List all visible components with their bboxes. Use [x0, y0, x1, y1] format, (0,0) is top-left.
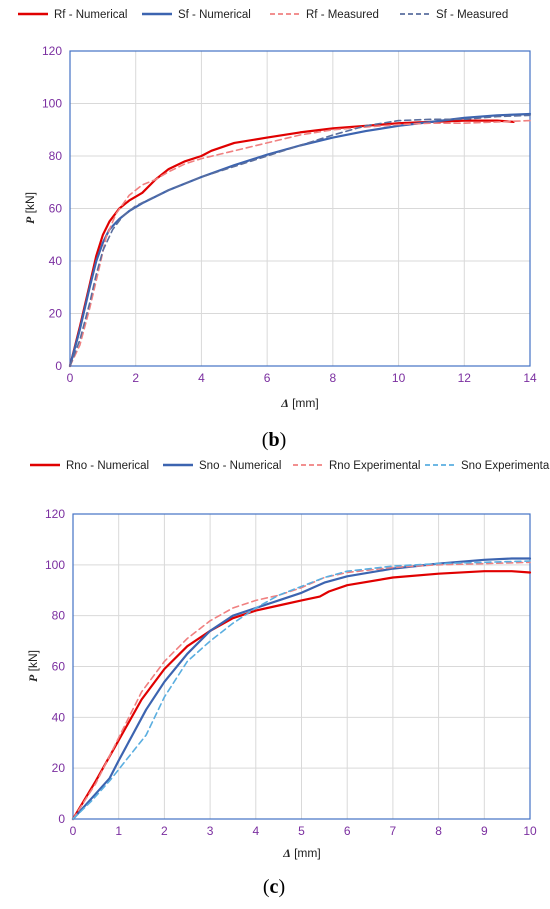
- y-axis-label-c: P [kN]: [26, 650, 40, 682]
- x-tick-label: 2: [161, 824, 168, 838]
- series-line-rno-numerical: [71, 570, 532, 821]
- y-axis-symbol-b: P: [23, 216, 37, 224]
- y-axis-unit-c: [kN]: [26, 650, 40, 675]
- y-tick-label: 80: [52, 609, 66, 623]
- panel-label-letter-c: c: [270, 876, 279, 898]
- legend-label: Rf - Measured: [306, 9, 379, 21]
- legend-item-sf-numerical: Sf - Numerical: [142, 9, 251, 21]
- x-axis-label-c: Δ [mm]: [282, 846, 321, 860]
- x-tick-labels-c: 0 1 2 3 4 5 6 7 8 9 10: [70, 824, 537, 838]
- x-tick-label: 4: [252, 824, 259, 838]
- y-tick-label: 80: [49, 149, 63, 163]
- series-c: [71, 557, 532, 821]
- x-tick-label: 12: [458, 371, 472, 385]
- series-line-rf-measured: [69, 119, 531, 367]
- x-tick-label: 14: [523, 371, 537, 385]
- legend-label: Rf - Numerical: [54, 9, 127, 21]
- chart-c: Rno - Numerical Sno - Numerical Rno Experi…: [26, 460, 550, 898]
- legend-b: Rf - Numerical Sf - Numerical Rf - Measure…: [18, 9, 508, 21]
- series-line-rf-numerical: [68, 119, 515, 368]
- x-axis-symbol-b: Δ: [280, 396, 289, 410]
- series-b: [68, 112, 532, 368]
- x-tick-label: 9: [481, 824, 488, 838]
- panel-label-close-b: ): [280, 429, 287, 451]
- plot-frame-c: [72, 513, 531, 820]
- x-tick-label: 5: [298, 824, 305, 838]
- x-axis-symbol-c: Δ: [282, 846, 291, 860]
- y-tick-label: 0: [58, 812, 65, 826]
- y-tick-label: 60: [49, 202, 63, 216]
- legend-item-rf-numerical: Rf - Numerical: [18, 9, 127, 21]
- x-tick-label: 2: [132, 371, 139, 385]
- legend-label: Sf - Measured: [436, 9, 508, 21]
- legend-item-sno-experimental: Sno Experimental: [425, 460, 550, 472]
- legend-label: Rno Experimental: [329, 460, 420, 472]
- y-tick-label: 100: [45, 558, 65, 572]
- y-tick-label: 100: [42, 97, 62, 111]
- y-tick-label: 40: [52, 710, 66, 724]
- y-tick-label: 60: [52, 660, 66, 674]
- panel-label-c: (c): [263, 876, 285, 898]
- y-tick-label: 40: [49, 254, 63, 268]
- x-tick-label: 8: [435, 824, 442, 838]
- y-tick-labels-b: 0 20 40 60 80 100 120: [42, 44, 62, 373]
- x-tick-label: 0: [70, 824, 77, 838]
- x-axis-unit-c: [mm]: [291, 846, 321, 860]
- panel-label-open-c: (: [263, 876, 270, 898]
- x-tick-label: 10: [392, 371, 406, 385]
- legend-c: Rno - Numerical Sno - Numerical Rno Experi…: [30, 460, 550, 472]
- x-tick-label: 8: [330, 371, 337, 385]
- legend-label: Sno - Numerical: [199, 460, 281, 472]
- plot-frame-b: [69, 50, 531, 367]
- legend-item-rno-numerical: Rno - Numerical: [30, 460, 149, 472]
- legend-label: Sf - Numerical: [178, 9, 251, 21]
- panel-label-b: (b): [262, 429, 286, 451]
- y-tick-label: 120: [42, 44, 62, 58]
- legend-label: Rno - Numerical: [66, 460, 149, 472]
- panel-label-letter-b: b: [268, 429, 279, 451]
- x-axis-unit-b: [mm]: [289, 396, 319, 410]
- x-tick-label: 4: [198, 371, 205, 385]
- x-tick-label: 1: [115, 824, 122, 838]
- grid-b: [70, 51, 530, 366]
- y-axis-symbol-c: P: [26, 674, 40, 682]
- x-tick-label: 0: [67, 371, 74, 385]
- series-line-rno-experimental: [72, 561, 531, 820]
- x-tick-label: 6: [344, 824, 351, 838]
- panel-label-close-c: ): [278, 876, 285, 898]
- x-tick-label: 10: [523, 824, 537, 838]
- y-tick-labels-c: 0 20 40 60 80 100 120: [45, 507, 65, 826]
- x-tick-label: 6: [264, 371, 271, 385]
- series-line-sno-experimental: [72, 560, 531, 820]
- x-axis-label-b: Δ [mm]: [280, 396, 319, 410]
- series-line-sf-numerical: [68, 112, 532, 368]
- x-tick-labels-b: 0 2 4 6 8 10 12 14: [67, 371, 537, 385]
- y-tick-label: 20: [52, 761, 66, 775]
- legend-item-rno-experimental: Rno Experimental: [293, 460, 420, 472]
- panel-label-open-b: (: [262, 429, 269, 451]
- y-tick-label: 120: [45, 507, 65, 521]
- legend-item-sf-measured: Sf - Measured: [400, 9, 508, 21]
- legend-label: Sno Experimental: [461, 460, 550, 472]
- y-tick-label: 20: [49, 307, 63, 321]
- legend-item-rf-measured: Rf - Measured: [270, 9, 379, 21]
- chart-b: Rf - Numerical Sf - Numerical Rf - Measure…: [18, 9, 537, 451]
- x-tick-label: 7: [390, 824, 397, 838]
- legend-item-sno-numerical: Sno - Numerical: [163, 460, 281, 472]
- x-tick-label: 3: [207, 824, 214, 838]
- grid-c: [73, 514, 530, 819]
- y-tick-label: 0: [55, 359, 62, 373]
- y-axis-unit-b: [kN]: [23, 192, 37, 217]
- series-line-sf-measured: [69, 114, 531, 367]
- y-axis-label-b: P [kN]: [23, 192, 37, 224]
